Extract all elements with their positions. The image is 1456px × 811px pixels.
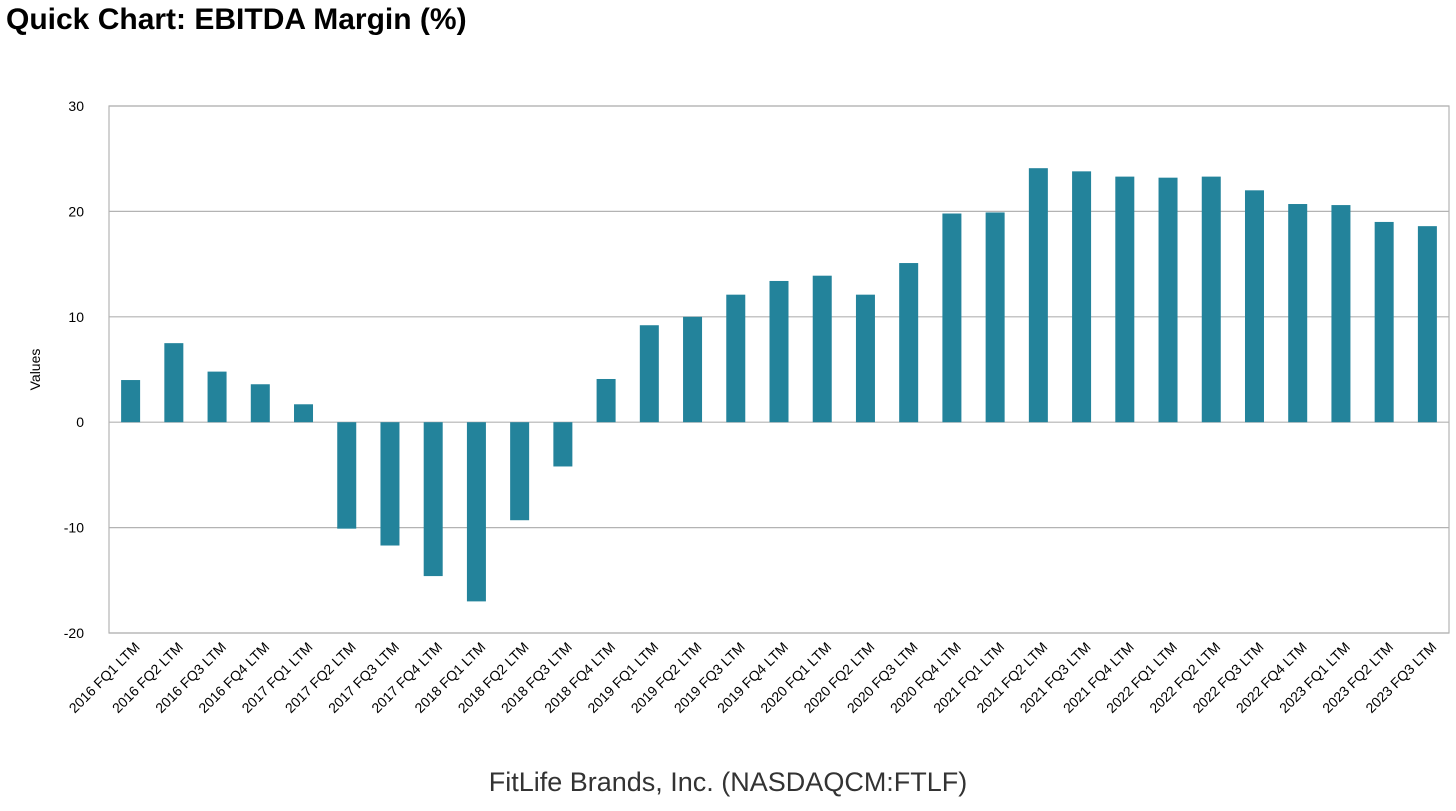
bar xyxy=(1028,168,1048,423)
bar xyxy=(639,325,659,423)
bar xyxy=(164,343,184,423)
bar xyxy=(1331,205,1351,423)
plot-frame xyxy=(108,105,1450,634)
bar xyxy=(1201,176,1221,423)
bar xyxy=(1374,221,1394,423)
bar xyxy=(726,294,746,423)
company-caption: FitLife Brands, Inc. (NASDAQCM:FTLF) xyxy=(488,767,968,797)
bar xyxy=(510,422,530,521)
bar xyxy=(855,294,875,423)
bar xyxy=(812,275,832,423)
bar xyxy=(250,384,270,423)
bar xyxy=(899,263,919,423)
chart-title: Quick Chart: EBITDA Margin (%) xyxy=(6,3,467,36)
y-tick-label: 30 xyxy=(68,98,84,114)
y-axis-ticks: 30 20 10 0 -10 -20 xyxy=(64,98,84,641)
bar xyxy=(1072,171,1092,423)
plot-border xyxy=(108,105,1450,634)
y-tick-label: 0 xyxy=(76,414,84,430)
bar xyxy=(942,213,962,423)
bar xyxy=(1288,204,1308,423)
y-tick-label: -10 xyxy=(64,520,84,536)
bar xyxy=(683,316,703,423)
y-tick-label: -20 xyxy=(64,625,84,641)
bar xyxy=(1158,177,1178,423)
bars xyxy=(121,168,1437,602)
bar xyxy=(294,404,314,423)
y-tick-label: 10 xyxy=(68,309,84,325)
bar xyxy=(1244,190,1264,423)
bar xyxy=(121,380,141,423)
bar xyxy=(207,371,227,423)
y-axis-title: Values xyxy=(27,349,43,391)
y-tick-label: 20 xyxy=(68,203,84,219)
bar xyxy=(1115,176,1135,423)
bar xyxy=(466,422,486,602)
bar xyxy=(1417,226,1437,423)
bar xyxy=(769,280,789,423)
bar xyxy=(380,422,400,546)
bar xyxy=(553,422,573,467)
bar xyxy=(596,378,616,423)
bar xyxy=(985,212,1005,423)
bar xyxy=(423,422,443,577)
bar xyxy=(337,422,357,529)
